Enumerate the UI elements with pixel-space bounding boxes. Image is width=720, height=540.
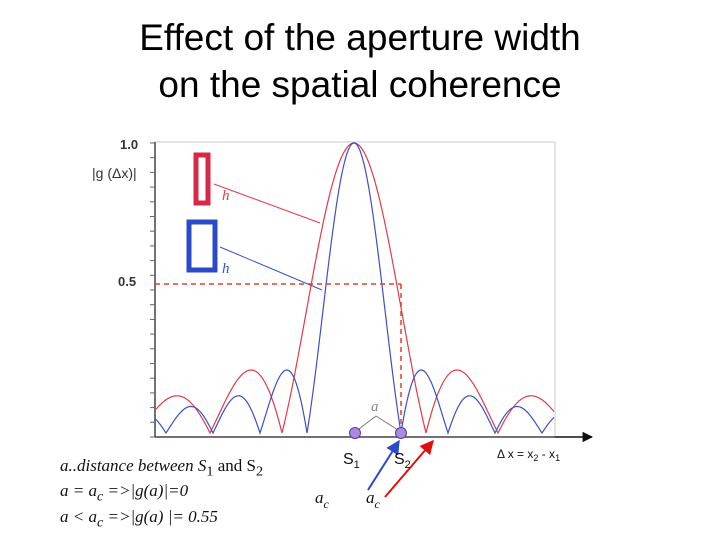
y-axis-label: |g (Δx)|: [92, 165, 137, 181]
y-tick-label-1: 1.0: [120, 137, 138, 152]
note-line-3: a < ac =>|g(a) |= 0.55: [60, 506, 218, 531]
blue-series-label: h: [222, 261, 230, 277]
x-axis-label: Δ x = x2 - x1: [497, 447, 560, 463]
s1-label: S1: [343, 451, 360, 471]
y-tick-label-05: 0.5: [118, 274, 136, 289]
s2-point-marker: [395, 427, 407, 439]
red-ac-arrow: [384, 439, 434, 498]
a-distance-label: a: [371, 399, 379, 415]
s1-point-marker: [349, 427, 361, 439]
narrow-aperture-icon: [193, 152, 211, 206]
red-h-leader-line: [213, 183, 321, 224]
slide-title: Effect of the aperture width on the spat…: [0, 14, 720, 108]
title-line-1: Effect of the aperture width: [139, 17, 581, 58]
note-line-1: a..distance between S1 and S2: [60, 456, 264, 480]
red-series-label: h: [222, 188, 230, 204]
plot-frame: [154, 141, 556, 438]
title-line-2: on the spatial coherence: [158, 64, 562, 105]
s2-label: S2: [394, 451, 411, 471]
note-line-2: a = ac =>|g(a)|=0: [60, 481, 189, 505]
ac-label-right: ac: [366, 488, 381, 511]
blue-ac-arrow: [367, 439, 400, 491]
wide-aperture-icon: [186, 219, 218, 273]
series-red-curve: [155, 142, 555, 435]
series-blue-curve: [155, 142, 555, 435]
explanation-notes: a..distance between S1 and S2 a = ac =>|…: [60, 456, 263, 532]
y-axis-ticks: [150, 142, 155, 438]
blue-h-leader-line: [219, 246, 323, 291]
ac-label-left: ac: [315, 488, 330, 511]
